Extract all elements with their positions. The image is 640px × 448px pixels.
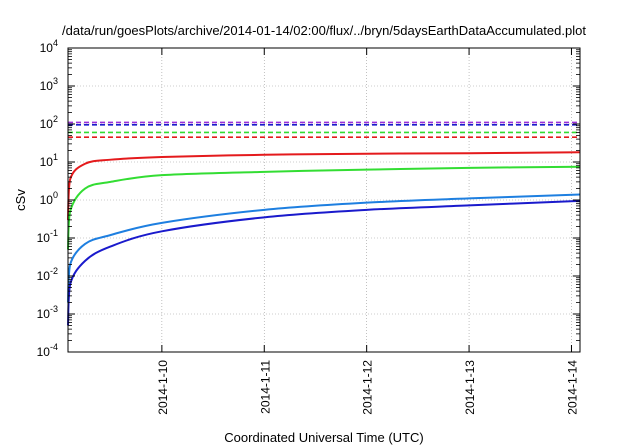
y-tick-exponent: -2	[50, 266, 58, 276]
y-tick-exponent: -3	[50, 304, 58, 314]
y-tick-exponent: 3	[53, 76, 58, 86]
x-tick-labels: 2014-1-10 2014-1-11 2014-1-12 2014-1-13 2014…	[156, 360, 580, 415]
y-tick-exponent: 2	[53, 114, 58, 124]
series-line	[67, 151, 581, 220]
y-tick-label: 10-1	[37, 228, 58, 245]
series-layer	[67, 121, 581, 326]
series-line	[67, 199, 581, 326]
x-tick-label: 2014-1-14	[565, 360, 579, 415]
x-tick-label: 2014-1-11	[258, 360, 272, 414]
series-line	[67, 165, 581, 250]
y-tick-label: 100	[40, 190, 58, 207]
grid	[68, 48, 580, 352]
chart-title: /data/run/goesPlots/archive/2014-01-14/0…	[62, 23, 586, 38]
x-tick-label: 2014-1-13	[463, 360, 477, 415]
y-tick-exponent: 4	[53, 38, 58, 48]
y-tick-label: 10-2	[37, 266, 58, 283]
y-tick-exponent: -1	[50, 228, 58, 238]
y-tick-label: 10-3	[37, 304, 58, 321]
x-tick-label: 2014-1-12	[361, 360, 375, 415]
series-line	[67, 193, 581, 303]
x-tick-label: 2014-1-10	[156, 360, 170, 415]
y-tick-label: 103	[40, 76, 58, 93]
ticks	[68, 47, 580, 353]
x-axis-label: Coordinated Universal Time (UTC)	[224, 430, 423, 445]
y-tick-label: 102	[40, 114, 58, 131]
y-tick-label: 104	[40, 38, 58, 55]
y-tick-exponent: 0	[53, 190, 58, 200]
y-tick-label: 10-4	[37, 342, 58, 359]
y-tick-exponent: -4	[50, 342, 58, 352]
y-tick-label: 101	[40, 152, 58, 169]
y-tick-exponent: 1	[53, 152, 58, 162]
y-axis-label: cSv	[13, 189, 28, 211]
